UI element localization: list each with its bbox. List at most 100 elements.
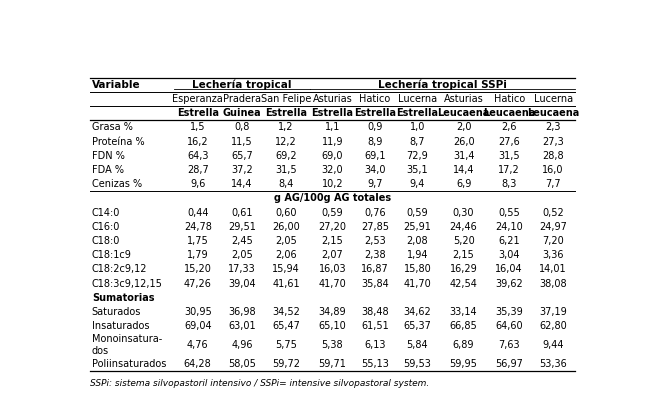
Text: FDN %: FDN % <box>92 151 125 161</box>
Text: Asturias: Asturias <box>313 94 352 104</box>
Text: 1,5: 1,5 <box>190 122 205 132</box>
Text: 2,0: 2,0 <box>456 122 472 132</box>
Text: 0,44: 0,44 <box>187 207 209 217</box>
Text: 27,6: 27,6 <box>498 137 520 147</box>
Text: 72,9: 72,9 <box>406 151 428 161</box>
Text: 2,07: 2,07 <box>322 250 343 260</box>
Text: 24,97: 24,97 <box>539 222 567 232</box>
Text: Lucerna: Lucerna <box>534 94 573 104</box>
Text: 37,19: 37,19 <box>539 307 567 317</box>
Text: FDA %: FDA % <box>92 165 124 175</box>
Text: 69,2: 69,2 <box>275 151 297 161</box>
Text: 65,37: 65,37 <box>404 321 432 331</box>
Text: 69,1: 69,1 <box>364 151 386 161</box>
Text: 34,52: 34,52 <box>272 307 300 317</box>
Text: Monoinsatura-
dos: Monoinsatura- dos <box>92 334 162 356</box>
Text: 15,94: 15,94 <box>273 264 300 274</box>
Text: 27,20: 27,20 <box>318 222 346 232</box>
Text: 59,53: 59,53 <box>404 359 432 369</box>
Text: 17,2: 17,2 <box>498 165 520 175</box>
Text: 9,6: 9,6 <box>190 179 205 189</box>
Text: C18:0: C18:0 <box>92 236 120 246</box>
Text: 0,52: 0,52 <box>542 207 564 217</box>
Text: 2,45: 2,45 <box>231 236 253 246</box>
Text: 1,2: 1,2 <box>278 122 294 132</box>
Text: 7,7: 7,7 <box>545 179 561 189</box>
Text: 59,72: 59,72 <box>272 359 300 369</box>
Text: 25,91: 25,91 <box>404 222 432 232</box>
Text: 38,48: 38,48 <box>361 307 389 317</box>
Text: 34,89: 34,89 <box>318 307 346 317</box>
Text: 62,80: 62,80 <box>539 321 567 331</box>
Text: 5,84: 5,84 <box>407 340 428 350</box>
Text: 34,62: 34,62 <box>404 307 432 317</box>
Text: 27,85: 27,85 <box>361 222 389 232</box>
Text: 8,9: 8,9 <box>367 137 382 147</box>
Text: Cenizas %: Cenizas % <box>92 179 142 189</box>
Text: 0,59: 0,59 <box>407 207 428 217</box>
Text: 2,38: 2,38 <box>364 250 386 260</box>
Text: 36,98: 36,98 <box>228 307 256 317</box>
Text: Pradera: Pradera <box>223 94 261 104</box>
Text: 31,5: 31,5 <box>498 151 520 161</box>
Text: 3,36: 3,36 <box>543 250 564 260</box>
Text: 11,9: 11,9 <box>322 137 343 147</box>
Text: 8,3: 8,3 <box>501 179 517 189</box>
Text: 55,13: 55,13 <box>361 359 389 369</box>
Text: 53,36: 53,36 <box>539 359 567 369</box>
Text: 2,6: 2,6 <box>501 122 517 132</box>
Text: C18:2c9,12: C18:2c9,12 <box>92 264 147 274</box>
Text: 41,70: 41,70 <box>318 279 346 289</box>
Text: 7,20: 7,20 <box>542 236 564 246</box>
Text: 5,38: 5,38 <box>322 340 343 350</box>
Text: 6,13: 6,13 <box>364 340 386 350</box>
Text: 65,47: 65,47 <box>272 321 300 331</box>
Text: Lucerna: Lucerna <box>398 94 437 104</box>
Text: 26,0: 26,0 <box>453 137 474 147</box>
Text: 2,15: 2,15 <box>453 250 475 260</box>
Text: 39,04: 39,04 <box>228 279 256 289</box>
Text: 38,08: 38,08 <box>539 279 567 289</box>
Text: 41,70: 41,70 <box>404 279 432 289</box>
Text: 29,51: 29,51 <box>228 222 256 232</box>
Text: 0,60: 0,60 <box>275 207 297 217</box>
Text: Hatico: Hatico <box>494 94 525 104</box>
Text: Estrella: Estrella <box>397 108 439 118</box>
Text: 2,05: 2,05 <box>275 236 297 246</box>
Text: 1,94: 1,94 <box>407 250 428 260</box>
Text: 16,2: 16,2 <box>187 137 209 147</box>
Text: 2,05: 2,05 <box>231 250 253 260</box>
Text: 8,4: 8,4 <box>278 179 294 189</box>
Text: 2,06: 2,06 <box>275 250 297 260</box>
Text: Saturados: Saturados <box>92 307 141 317</box>
Text: San Felipe: San Felipe <box>261 94 311 104</box>
Text: 16,03: 16,03 <box>318 264 346 274</box>
Text: Estrella: Estrella <box>354 108 396 118</box>
Text: 16,87: 16,87 <box>361 264 389 274</box>
Text: 2,15: 2,15 <box>322 236 343 246</box>
Text: Variable: Variable <box>92 80 140 90</box>
Text: 2,3: 2,3 <box>545 122 561 132</box>
Text: C14:0: C14:0 <box>92 207 120 217</box>
Text: 0,61: 0,61 <box>231 207 253 217</box>
Text: Guinea: Guinea <box>223 108 261 118</box>
Text: 65,10: 65,10 <box>318 321 346 331</box>
Text: Asturias: Asturias <box>444 94 483 104</box>
Text: 30,95: 30,95 <box>184 307 212 317</box>
Text: 28,7: 28,7 <box>187 165 209 175</box>
Text: 35,39: 35,39 <box>495 307 523 317</box>
Text: 14,01: 14,01 <box>539 264 567 274</box>
Text: 6,9: 6,9 <box>456 179 472 189</box>
Text: 32,0: 32,0 <box>322 165 343 175</box>
Text: C16:0: C16:0 <box>92 222 120 232</box>
Text: 0,59: 0,59 <box>322 207 343 217</box>
Text: 4,96: 4,96 <box>231 340 253 350</box>
Text: 35,84: 35,84 <box>361 279 389 289</box>
Text: 64,60: 64,60 <box>495 321 523 331</box>
Text: 31,5: 31,5 <box>275 165 297 175</box>
Text: 61,51: 61,51 <box>361 321 389 331</box>
Text: 12,2: 12,2 <box>275 137 297 147</box>
Text: 9,7: 9,7 <box>367 179 382 189</box>
Text: 33,14: 33,14 <box>450 307 477 317</box>
Text: 5,75: 5,75 <box>275 340 297 350</box>
